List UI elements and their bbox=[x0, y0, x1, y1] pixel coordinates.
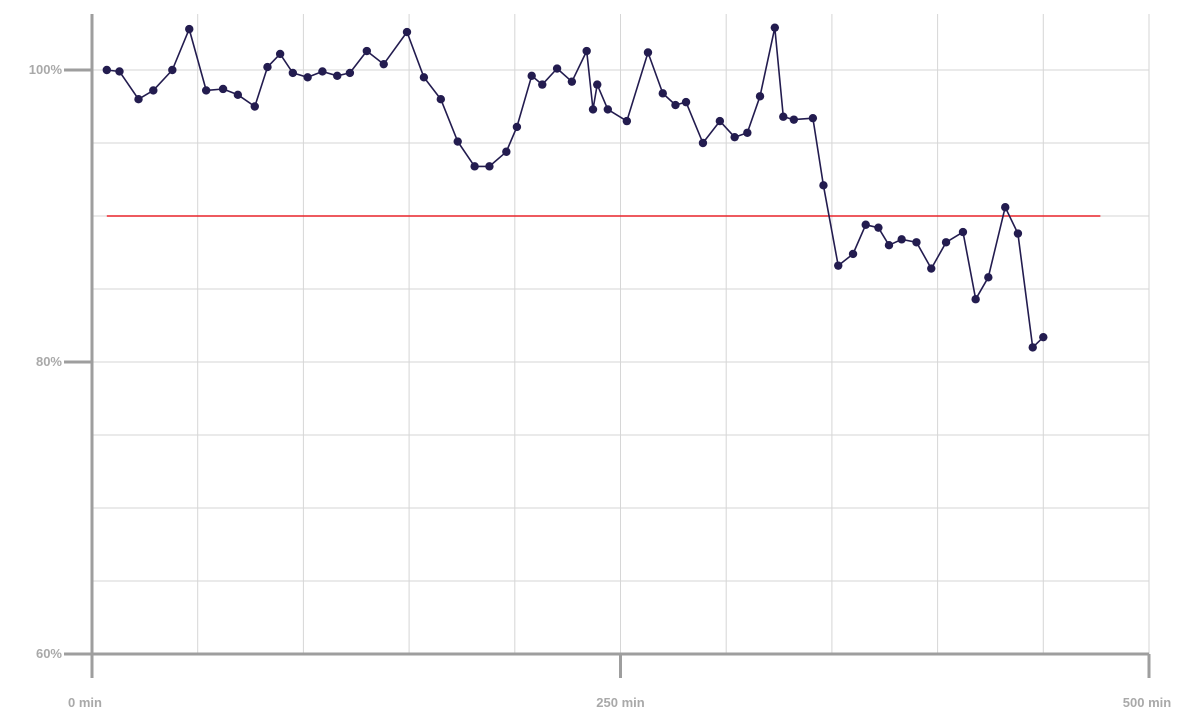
data-point bbox=[603, 105, 613, 114]
y-tick-label: 100% bbox=[29, 62, 63, 77]
x-tick-label: 500 min bbox=[1123, 695, 1171, 710]
data-point bbox=[884, 241, 894, 250]
y-tick-label: 60% bbox=[36, 646, 62, 661]
data-point bbox=[848, 249, 858, 259]
data-point bbox=[567, 77, 577, 86]
data-point bbox=[303, 73, 312, 82]
data-point bbox=[1039, 332, 1048, 342]
data-point bbox=[538, 80, 547, 89]
data-point bbox=[288, 68, 298, 78]
data-point bbox=[874, 223, 883, 232]
data-point bbox=[134, 95, 143, 104]
data-point bbox=[789, 115, 799, 124]
tick-labels: 0 min 250 min 500 min 60% 80% 100% bbox=[29, 62, 1172, 710]
data-point bbox=[102, 65, 111, 75]
data-point bbox=[527, 71, 536, 81]
data-point bbox=[658, 89, 667, 98]
data-point bbox=[318, 67, 327, 76]
data-point bbox=[643, 48, 653, 57]
data-point bbox=[250, 102, 259, 111]
data-point bbox=[218, 84, 228, 94]
data-point bbox=[149, 86, 158, 95]
data-point bbox=[453, 137, 462, 146]
y-tick-label: 80% bbox=[36, 354, 62, 369]
data-point bbox=[201, 86, 211, 95]
data-point bbox=[470, 162, 479, 171]
data-point bbox=[168, 65, 177, 75]
data-point bbox=[1028, 343, 1037, 352]
data-point bbox=[402, 27, 412, 37]
data-point bbox=[941, 238, 951, 247]
data-point bbox=[819, 181, 828, 190]
data-point bbox=[730, 132, 739, 142]
data-point bbox=[912, 238, 921, 247]
data-point bbox=[808, 113, 818, 123]
data-point bbox=[834, 261, 843, 270]
grid bbox=[92, 14, 1150, 654]
data-point bbox=[779, 112, 788, 121]
data-point bbox=[115, 67, 124, 76]
data-point bbox=[770, 23, 780, 32]
x-tick-label: 0 min bbox=[68, 695, 102, 710]
data-point bbox=[233, 90, 243, 100]
data-point bbox=[698, 138, 708, 148]
data-point bbox=[984, 273, 993, 282]
data-point bbox=[552, 64, 562, 73]
data-point bbox=[185, 24, 194, 34]
data-point bbox=[275, 49, 285, 59]
data-point bbox=[861, 220, 870, 229]
data-point bbox=[897, 235, 906, 244]
data-point bbox=[622, 116, 632, 126]
data-point bbox=[971, 295, 980, 304]
data-point bbox=[755, 92, 765, 101]
data-point bbox=[582, 46, 591, 56]
data-point bbox=[671, 100, 680, 110]
data-point bbox=[502, 147, 511, 156]
data-point bbox=[333, 71, 342, 81]
data-point bbox=[588, 105, 598, 114]
data-point bbox=[419, 73, 429, 82]
axes bbox=[64, 14, 1151, 678]
data-point bbox=[743, 128, 752, 137]
data-point bbox=[1001, 203, 1010, 212]
data-point bbox=[958, 227, 968, 237]
x-tick-label: 250 min bbox=[596, 695, 644, 710]
series-layer bbox=[102, 23, 1048, 352]
data-point bbox=[436, 95, 446, 104]
data-point bbox=[379, 59, 388, 69]
data-point bbox=[512, 122, 522, 132]
data-point bbox=[362, 46, 372, 56]
data-point bbox=[681, 97, 691, 107]
series-line bbox=[106, 26, 1044, 349]
data-point bbox=[593, 80, 602, 89]
data-point bbox=[263, 62, 272, 72]
data-point bbox=[345, 68, 355, 78]
data-point bbox=[1013, 229, 1023, 238]
data-point bbox=[927, 264, 936, 273]
data-point bbox=[485, 162, 494, 171]
data-point bbox=[715, 116, 725, 126]
